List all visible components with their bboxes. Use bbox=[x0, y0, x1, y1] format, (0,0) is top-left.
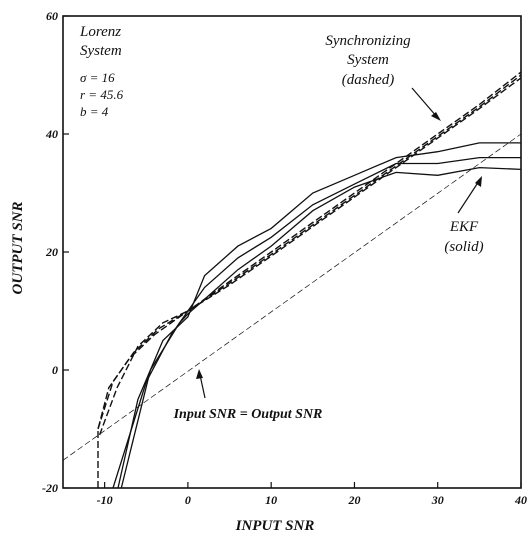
ekf-label-line-1: EKF bbox=[449, 219, 479, 235]
x-tick-label-0: -10 bbox=[97, 493, 113, 507]
identity-label: Input SNR = Output SNR bbox=[173, 407, 323, 422]
y-tick-label-0: -20 bbox=[42, 481, 58, 495]
x-tick-label-2: 10 bbox=[265, 493, 277, 507]
series-dashed-3 bbox=[97, 71, 522, 488]
sync-label-line-1: Synchronizing bbox=[325, 33, 411, 49]
y-tick-label-2: 20 bbox=[45, 245, 58, 259]
ekf-label-line-2: (solid) bbox=[444, 239, 483, 255]
series-solid-2 bbox=[120, 166, 522, 489]
ekf-arrow-line bbox=[457, 180, 480, 214]
series-solid-1 bbox=[112, 156, 521, 489]
sync-label-line-2: System bbox=[347, 52, 389, 68]
x-tick-label-4: 30 bbox=[431, 493, 444, 507]
ekf-arrow-head bbox=[475, 176, 482, 187]
system-title-line-1: Lorenz bbox=[79, 24, 121, 40]
y-tick-label-3: 40 bbox=[45, 127, 58, 141]
identity-arrow-line bbox=[199, 374, 206, 399]
series-dashed-4 bbox=[97, 74, 522, 430]
param-sigma: σ = 16 bbox=[80, 70, 115, 85]
sync-label-line-3: (dashed) bbox=[342, 72, 395, 88]
y-tick-label-4: 60 bbox=[46, 9, 58, 23]
x-tick-label-1: 0 bbox=[185, 493, 191, 507]
y-tick-label-1: 0 bbox=[52, 363, 58, 377]
x-tick-label-3: 20 bbox=[347, 493, 360, 507]
y-axis-ticks: -20 0 20 40 60 bbox=[42, 9, 69, 495]
x-tick-label-5: 40 bbox=[514, 493, 527, 507]
sync-arrow-line bbox=[411, 87, 438, 118]
param-b: b = 4 bbox=[80, 104, 109, 119]
identity-arrow-head bbox=[196, 369, 203, 379]
series-solid-0 bbox=[117, 142, 521, 489]
sync-arrow-head bbox=[431, 112, 441, 121]
system-title-line-2: System bbox=[80, 43, 122, 59]
x-axis-ticks: -10 0 10 20 30 40 bbox=[97, 482, 527, 507]
y-axis-label: OUTPUT SNR bbox=[10, 202, 26, 295]
series-dashed-5 bbox=[98, 77, 522, 436]
series-identity-6 bbox=[62, 133, 522, 461]
param-r: r = 45.6 bbox=[80, 87, 124, 102]
series-layer bbox=[62, 71, 522, 489]
x-axis-label: INPUT SNR bbox=[235, 518, 315, 534]
